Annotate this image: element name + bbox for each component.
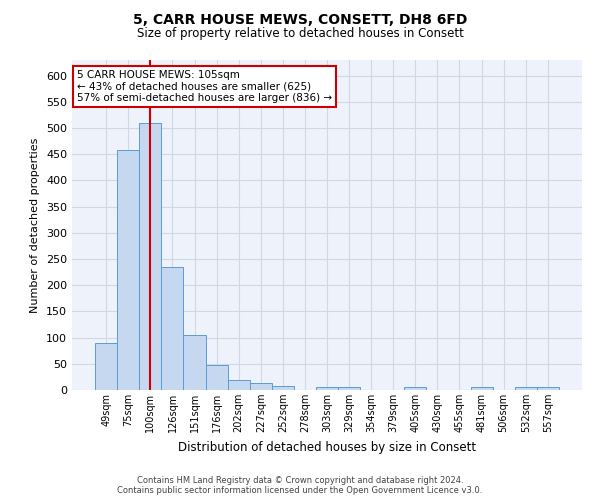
- Bar: [227, 380, 250, 390]
- Bar: [272, 386, 294, 390]
- Text: 5 CARR HOUSE MEWS: 105sqm
← 43% of detached houses are smaller (625)
57% of semi: 5 CARR HOUSE MEWS: 105sqm ← 43% of detac…: [77, 70, 332, 103]
- Bar: [515, 388, 537, 390]
- Bar: [338, 388, 360, 390]
- Text: Contains HM Land Registry data © Crown copyright and database right 2024.
Contai: Contains HM Land Registry data © Crown c…: [118, 476, 482, 495]
- Bar: [537, 388, 559, 390]
- X-axis label: Distribution of detached houses by size in Consett: Distribution of detached houses by size …: [178, 440, 476, 454]
- Bar: [206, 366, 227, 390]
- Bar: [250, 383, 272, 390]
- Text: Size of property relative to detached houses in Consett: Size of property relative to detached ho…: [137, 28, 463, 40]
- Bar: [95, 344, 117, 390]
- Bar: [139, 123, 161, 390]
- Bar: [404, 388, 427, 390]
- Y-axis label: Number of detached properties: Number of detached properties: [31, 138, 40, 312]
- Text: 5, CARR HOUSE MEWS, CONSETT, DH8 6FD: 5, CARR HOUSE MEWS, CONSETT, DH8 6FD: [133, 12, 467, 26]
- Bar: [316, 388, 338, 390]
- Bar: [184, 335, 206, 390]
- Bar: [161, 267, 184, 390]
- Bar: [117, 150, 139, 390]
- Bar: [470, 388, 493, 390]
